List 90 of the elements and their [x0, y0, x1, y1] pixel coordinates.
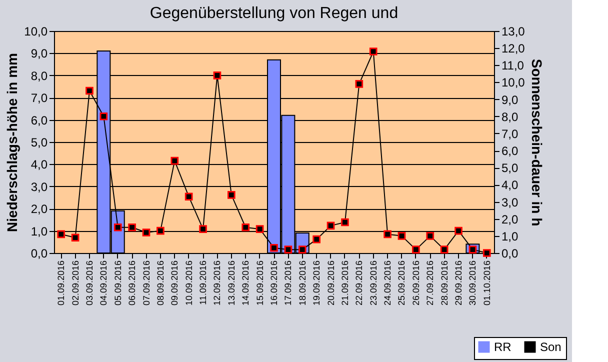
x-tick-label: 07.09.2016 — [141, 260, 152, 306]
point — [71, 234, 80, 242]
point — [398, 232, 406, 240]
y2-tick-label: 1,0 — [502, 229, 519, 244]
legend-label: RR — [494, 340, 512, 354]
point — [86, 86, 94, 95]
point — [142, 228, 150, 236]
x-tick-label: 20.09.2016 — [326, 260, 336, 306]
y-axis-title: Niederschlags-höhe in mm — [4, 53, 20, 232]
y-tick-label: 7,0 — [30, 91, 48, 106]
point — [454, 226, 462, 235]
x-tick-label: 28.09.2016 — [439, 260, 450, 306]
point — [384, 230, 392, 238]
x-tick-label: 16.09.2016 — [269, 260, 279, 306]
point — [312, 235, 320, 244]
x-tick-label: 13.09.2016 — [226, 260, 236, 306]
y2-tick-label: 3,0 — [502, 195, 519, 210]
y2-tick-label: 12,0 — [502, 42, 526, 56]
point — [355, 80, 364, 88]
point — [156, 226, 164, 235]
y2-tick-label: 2,0 — [502, 212, 519, 226]
point — [256, 225, 264, 234]
point — [228, 191, 236, 199]
y2-tick-label: 6,0 — [502, 144, 519, 158]
x-tick-label: 21.09.2016 — [340, 260, 350, 306]
x-tick-label: 26.09.2016 — [410, 260, 421, 306]
y2-tick-label: 10,0 — [502, 76, 526, 90]
point — [270, 244, 278, 252]
x-tick-label: 05.09.2016 — [112, 260, 123, 306]
point — [284, 246, 292, 254]
point — [184, 192, 193, 201]
point — [100, 112, 108, 120]
point — [440, 246, 448, 254]
legend-label: Son — [540, 340, 562, 354]
point — [114, 223, 122, 232]
y-tick-label: 6,0 — [30, 113, 48, 128]
point — [426, 232, 434, 240]
x-tick-label: 01.09.2016 — [56, 260, 66, 306]
x-tick-label: 04.09.2016 — [98, 260, 109, 306]
y-tick-label: 10,0 — [24, 24, 48, 38]
y2-tick-label: 11,0 — [502, 58, 524, 73]
x-tick-label: 19.09.2016 — [312, 260, 322, 306]
x-tick-label: 12.09.2016 — [212, 260, 222, 306]
point — [326, 222, 335, 230]
y-tick-label: 8,0 — [30, 68, 48, 83]
y-tick-label: 2,0 — [30, 202, 48, 216]
point — [298, 246, 306, 254]
y-tick-label: 4,0 — [30, 158, 48, 172]
y2-axis-title: Sonnenschein-dauer in h — [528, 58, 545, 226]
point — [170, 156, 179, 165]
y2-tick-label: 7,0 — [502, 126, 519, 141]
y2-tick-label: 0,0 — [502, 246, 519, 260]
x-tick-label: 02.09.2016 — [70, 260, 80, 306]
x-tick-label: 06.09.2016 — [127, 260, 138, 306]
y-tick-label: 0,0 — [30, 246, 48, 260]
y-tick-label: 9,0 — [30, 46, 48, 61]
y-tick-label: 3,0 — [30, 180, 48, 194]
x-tick-label: 15.09.2016 — [254, 260, 265, 306]
x-tick-label: 03.09.2016 — [84, 260, 94, 306]
x-tick-label: 14.09.2016 — [240, 260, 251, 306]
x-tick-label: 18.09.2016 — [297, 260, 308, 306]
x-tick-label: 25.09.2016 — [396, 260, 407, 306]
y2-tick-label: 5,0 — [502, 161, 519, 176]
chart-title: Gegenüberstellung von Regen und — [150, 5, 398, 22]
y2-tick-label: 9,0 — [502, 92, 519, 107]
y2-tick-label: 8,0 — [502, 110, 519, 124]
y-tick-label: 1,0 — [30, 224, 48, 238]
x-tick-label: 23.09.2016 — [368, 260, 378, 306]
x-tick-label: 11.09.2016 — [198, 260, 208, 305]
y2-tick-label: 13,0 — [502, 24, 526, 38]
y2-tick-label: 4,0 — [502, 178, 519, 192]
point — [242, 223, 250, 232]
point — [57, 230, 66, 238]
x-tick-label: 29.09.2016 — [454, 260, 464, 306]
x-tick-label: 30.09.2016 — [468, 260, 478, 306]
point — [341, 218, 349, 226]
x-tick-label: 01.10.2016 — [482, 260, 492, 306]
y-tick-label: 5,0 — [30, 136, 48, 150]
x-tick-label: 17.09.2016 — [283, 260, 294, 306]
point — [213, 71, 222, 80]
point — [412, 246, 420, 254]
x-tick-label: 27.09.2016 — [425, 260, 436, 306]
x-tick-label: 24.09.2016 — [382, 260, 393, 306]
x-tick-label: 22.09.2016 — [354, 260, 364, 306]
point — [369, 48, 378, 56]
point — [128, 223, 136, 232]
x-tick-label: 08.09.2016 — [155, 260, 166, 306]
x-tick-label: 09.09.2016 — [170, 260, 180, 306]
point — [199, 225, 207, 234]
x-tick-label: 10.09.2016 — [184, 260, 194, 306]
